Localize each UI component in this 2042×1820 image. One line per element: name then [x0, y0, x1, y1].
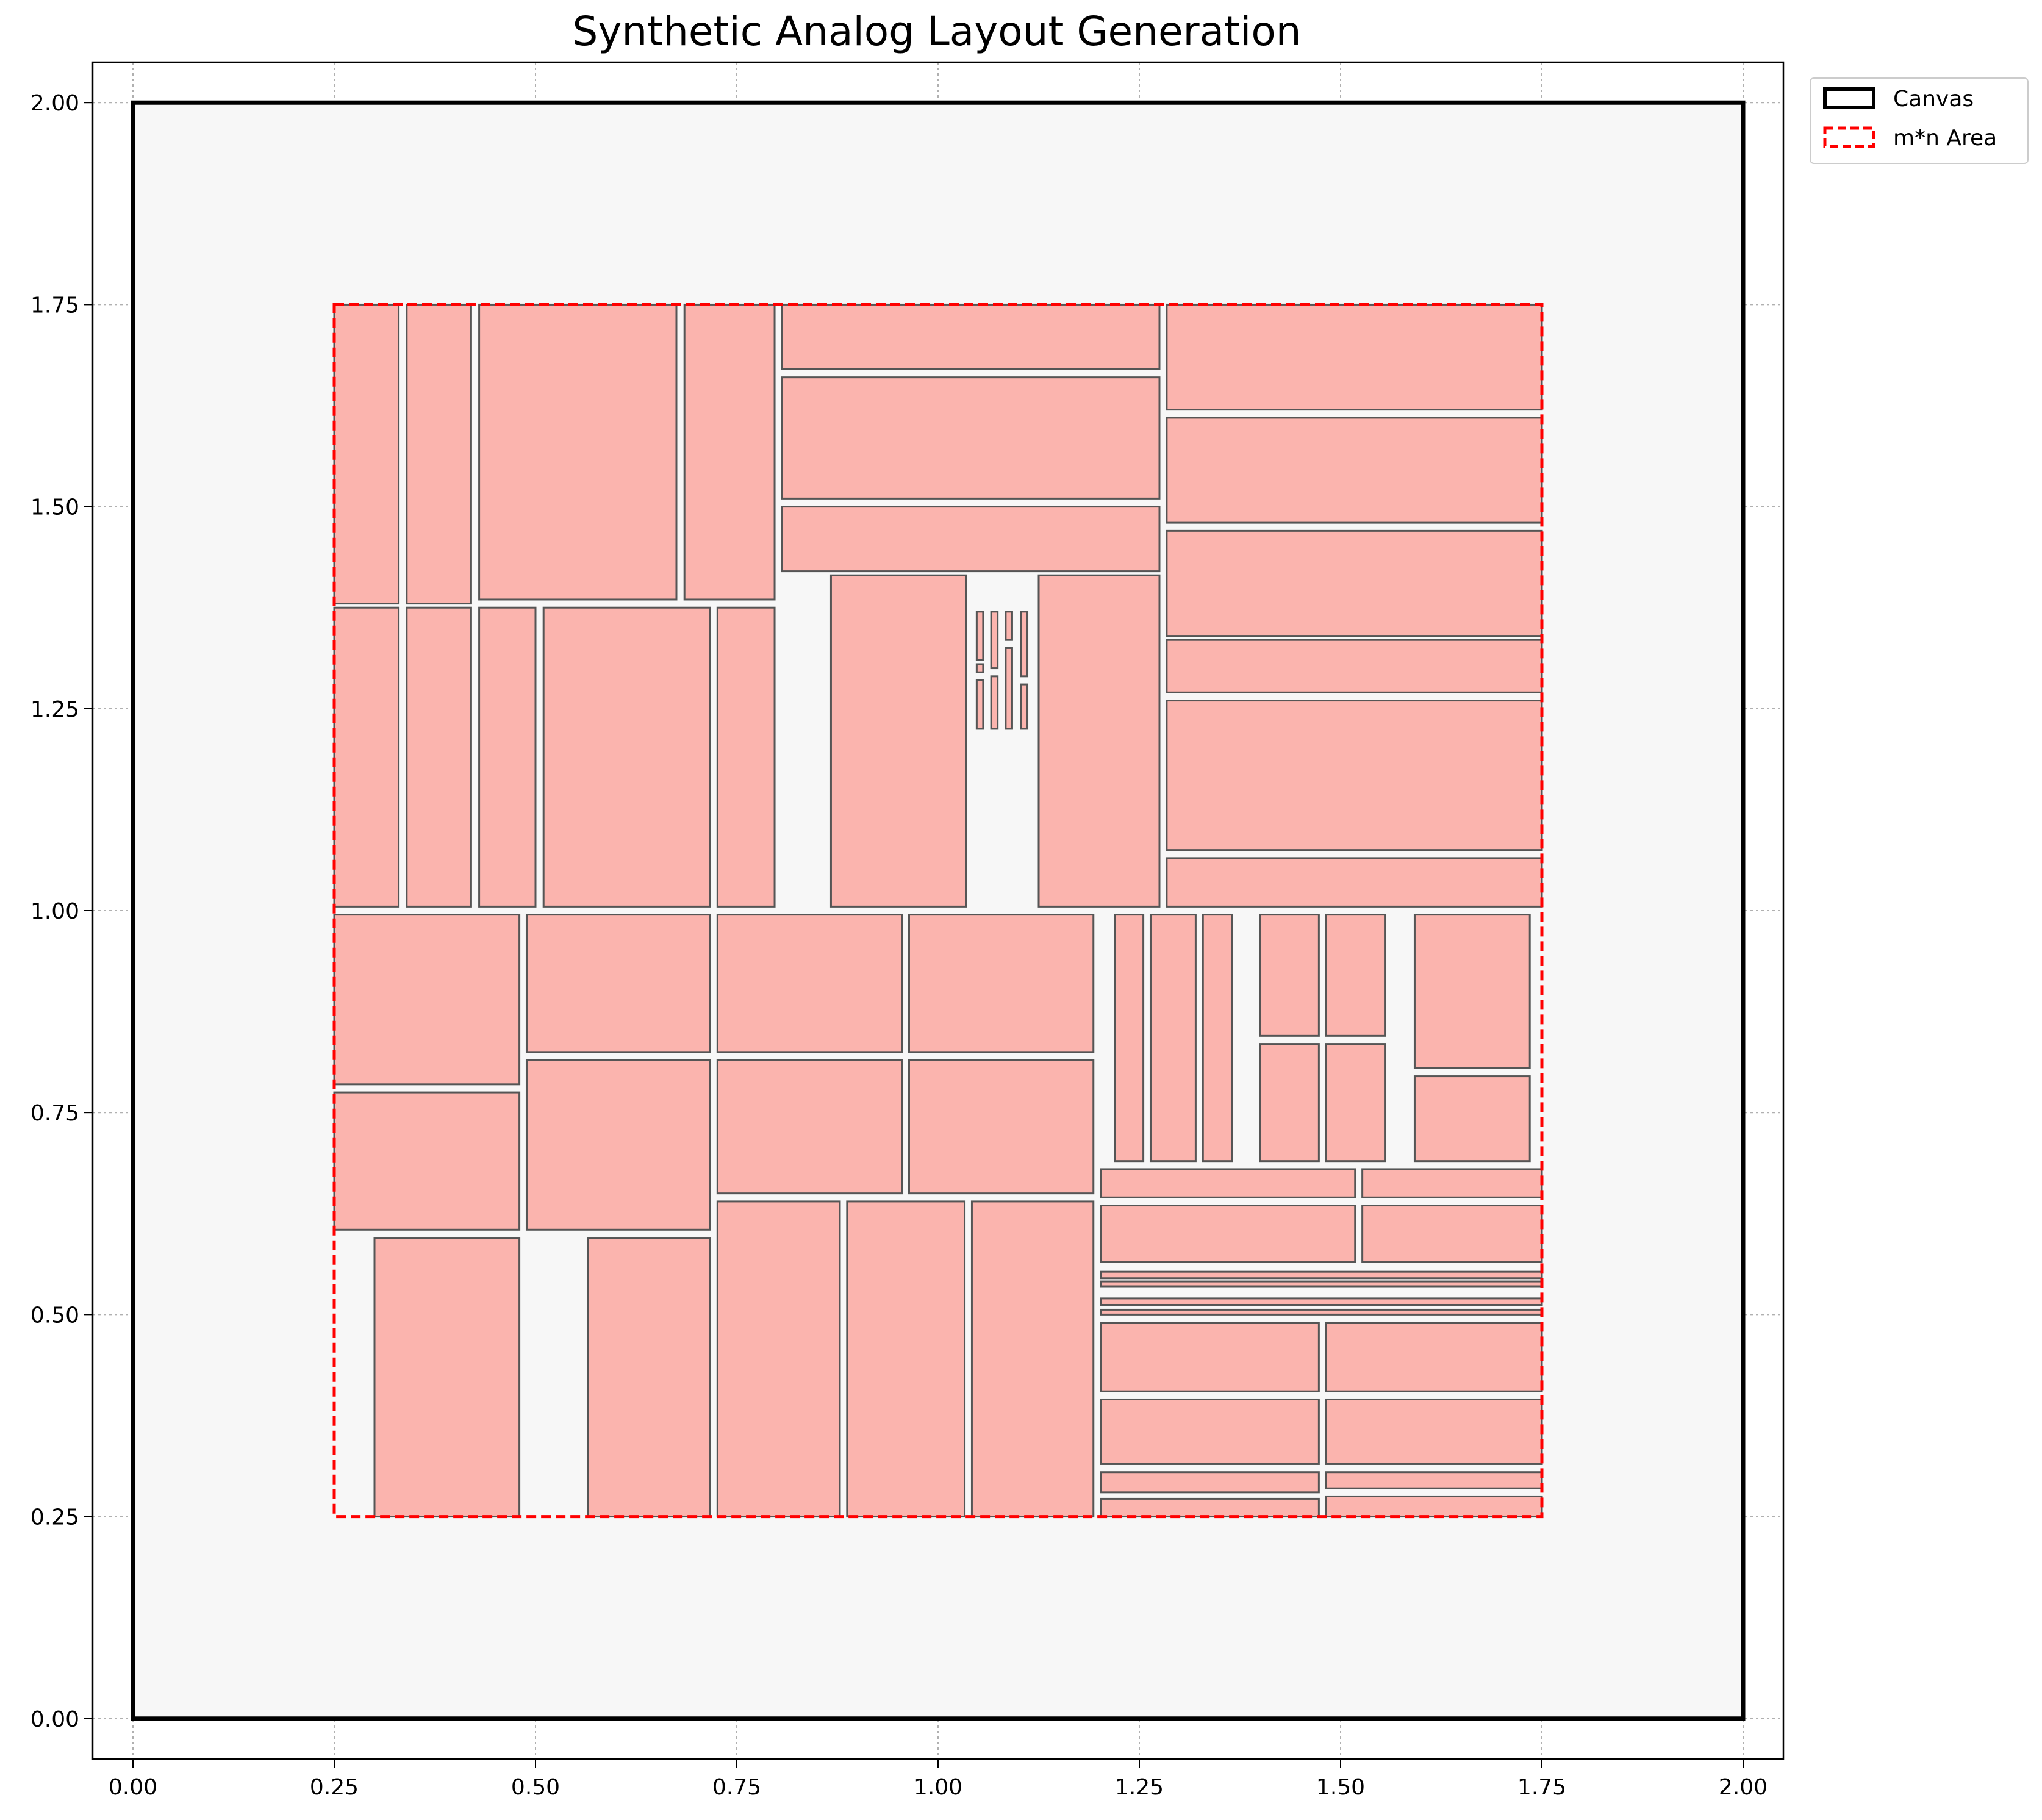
- layout-block: [1100, 1322, 1320, 1392]
- layout-block: [1202, 914, 1233, 1163]
- layout-block: [716, 1200, 841, 1518]
- chart-title: Synthetic Analog Layout Generation: [572, 8, 1301, 55]
- layout-block: [908, 1059, 1095, 1195]
- layout-block: [1020, 683, 1029, 730]
- layout-block: [1259, 914, 1320, 1037]
- y-tick-label: 0.75: [30, 1101, 79, 1126]
- layout-block: [781, 506, 1161, 573]
- legend-canvas-swatch: [1823, 87, 1875, 109]
- layout-block: [1166, 639, 1543, 693]
- layout-block: [1325, 1043, 1386, 1163]
- layout-block: [1166, 857, 1543, 908]
- layout-block: [908, 914, 1095, 1053]
- layout-block: [406, 303, 472, 605]
- layout-block: [1259, 1043, 1320, 1163]
- y-tick-label: 0.50: [30, 1303, 79, 1328]
- layout-block: [716, 1059, 903, 1195]
- layout-block: [1005, 647, 1013, 730]
- y-tick-label: 0.25: [30, 1505, 79, 1530]
- plot-area: 0.00 0.25 0.50 0.75 1.00 1.25 1.50 1.75 2.00 0.00…: [30, 61, 1785, 1800]
- layout-block: [975, 611, 984, 661]
- layout-block: [1020, 611, 1029, 678]
- y-tick-label: 0.00: [30, 1707, 79, 1732]
- layout-block: [525, 1059, 711, 1231]
- layout-block: [1005, 611, 1013, 641]
- legend-box: [1810, 77, 2029, 164]
- layout-block: [1413, 1075, 1531, 1163]
- layout-block: [1100, 1270, 1543, 1280]
- layout-block: [1100, 1471, 1320, 1494]
- layout-block: [975, 679, 984, 730]
- x-tick-label: 1.25: [1115, 1775, 1164, 1800]
- layout-block: [1325, 1322, 1543, 1392]
- layout-block: [716, 914, 903, 1053]
- y-tick-label: 1.75: [30, 293, 79, 318]
- layout-block: [975, 663, 984, 673]
- x-tick-label: 2.00: [1719, 1775, 1768, 1800]
- mn-area-outline: [332, 303, 1544, 1519]
- layout-block: [1166, 303, 1543, 411]
- y-tick-label: 1.25: [30, 697, 79, 722]
- x-tick-label: 1.00: [914, 1775, 962, 1800]
- layout-block: [990, 611, 999, 670]
- layout-block: [478, 606, 537, 908]
- layout-block: [1100, 1297, 1543, 1306]
- layout-block: [1114, 914, 1145, 1163]
- x-tick-label: 0.50: [511, 1775, 560, 1800]
- x-tick-label: 0.25: [310, 1775, 359, 1800]
- layout-block: [406, 606, 472, 908]
- layout-block: [1166, 700, 1543, 851]
- layout-block: [781, 303, 1161, 370]
- layout-block: [781, 376, 1161, 500]
- layout-block: [1325, 1495, 1543, 1518]
- layout-block: [1325, 914, 1386, 1037]
- axes-frame: [91, 61, 1785, 1760]
- layout-block: [990, 675, 999, 730]
- layout-block: [1100, 1168, 1356, 1198]
- layout-block: [542, 606, 711, 908]
- layout-block: [829, 574, 967, 908]
- layout-block: [333, 1091, 521, 1231]
- layout-block: [1037, 574, 1161, 908]
- layout-block: [1100, 1497, 1320, 1518]
- layout-block: [1166, 417, 1543, 524]
- x-tick-label: 0.00: [109, 1775, 157, 1800]
- layout-block: [587, 1237, 711, 1518]
- x-tick-label: 1.50: [1316, 1775, 1365, 1800]
- layout-block: [1361, 1205, 1543, 1263]
- layout-block: [1149, 914, 1197, 1163]
- layout-block: [1325, 1398, 1543, 1465]
- layout-block: [525, 914, 711, 1053]
- layout-block: [478, 303, 678, 601]
- layout-block: [970, 1200, 1095, 1518]
- layout-block: [373, 1237, 521, 1518]
- layout-block: [1100, 1308, 1543, 1316]
- y-tick-label: 1.00: [30, 899, 79, 924]
- layout-block: [1100, 1280, 1543, 1288]
- layout-block: [333, 606, 400, 908]
- layout-block: [333, 914, 521, 1086]
- layout-block: [1100, 1205, 1356, 1263]
- layout-block: [683, 303, 776, 601]
- layout-block: [1361, 1168, 1543, 1198]
- x-tick-label: 1.75: [1517, 1775, 1566, 1800]
- x-tick-label: 0.75: [712, 1775, 761, 1800]
- layout-block: [333, 303, 400, 605]
- layout-block: [1100, 1398, 1320, 1465]
- legend-area-swatch: [1823, 126, 1875, 148]
- layout-block: [1166, 529, 1543, 637]
- legend-area-label: m*n Area: [1893, 126, 1997, 151]
- legend-canvas-label: Canvas: [1893, 87, 1974, 112]
- y-tick-label: 2.00: [30, 91, 79, 116]
- layout-block: [846, 1200, 966, 1518]
- layout-block: [1413, 914, 1531, 1069]
- y-tick-label: 1.50: [30, 495, 79, 520]
- layout-block: [1325, 1471, 1543, 1489]
- layout-block: [716, 606, 776, 908]
- legend: Canvas m*n Area: [1810, 77, 2029, 164]
